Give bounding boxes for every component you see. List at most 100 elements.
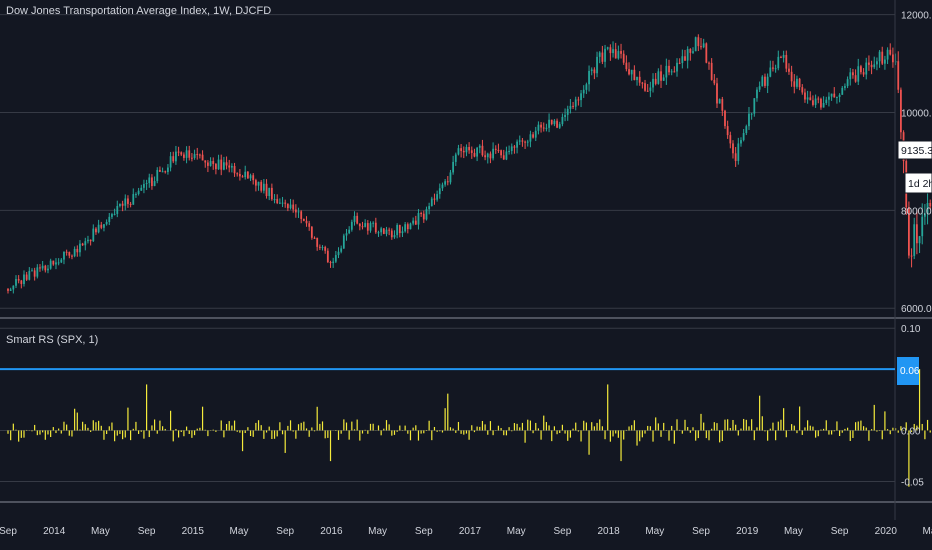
time-tick-label: 2014 — [43, 526, 66, 537]
candle-body — [73, 248, 76, 257]
candle-body — [207, 162, 209, 166]
candle-body — [665, 65, 668, 78]
candle-body — [638, 76, 641, 83]
candle-body — [886, 49, 889, 60]
candle-body — [532, 134, 534, 138]
candle-body — [377, 232, 380, 234]
candle-body — [542, 127, 545, 129]
candle-body — [572, 105, 574, 107]
countdown-box — [904, 172, 932, 194]
price-axis[interactable]: 12000.00 10000.00 8000.00 6000.00 — [901, 11, 932, 316]
candle-body — [268, 187, 271, 197]
candle-body — [201, 154, 204, 161]
candle-body — [878, 51, 881, 62]
candle-body — [401, 231, 404, 234]
time-tick-label: Sep — [0, 526, 17, 537]
candle-body — [513, 146, 516, 148]
candle-body — [564, 114, 566, 117]
candle-body — [577, 99, 580, 101]
candle-body — [649, 87, 652, 91]
candle-body — [574, 99, 577, 107]
candle-body — [143, 184, 145, 188]
time-tick-label: 2017 — [459, 526, 482, 537]
candle-body — [702, 43, 705, 48]
candle-body — [769, 67, 772, 77]
candle-body — [105, 221, 108, 225]
candle-body — [444, 181, 447, 185]
time-tick-label: 2015 — [182, 526, 205, 537]
price-pane-title: Dow Jones Transportation Average Index, … — [6, 5, 271, 17]
candle-body — [412, 220, 415, 224]
candle-body — [601, 52, 604, 62]
candle-body — [409, 223, 412, 230]
candle-body — [750, 113, 753, 115]
candle-body — [478, 145, 481, 148]
candle-body — [516, 141, 518, 148]
candle-body — [433, 198, 436, 200]
time-tick-label: 2020 — [875, 526, 898, 537]
candle-body — [185, 150, 188, 158]
candle-body — [804, 92, 806, 100]
candle-body — [441, 184, 444, 189]
time-tick-label: Sep — [276, 526, 294, 537]
candle-body — [233, 166, 236, 174]
candle-body — [777, 56, 780, 69]
candle-body — [705, 43, 708, 63]
candle-body — [561, 116, 564, 125]
candle-body — [385, 229, 388, 234]
candle-body — [833, 93, 836, 98]
rs-tick-label: 0.10 — [901, 324, 921, 335]
candle-body — [124, 198, 127, 206]
price-tick-label: 12000.00 — [901, 11, 932, 22]
candle-body — [836, 96, 838, 98]
candle-body — [212, 161, 215, 164]
candle-body — [870, 64, 873, 68]
candle-body — [129, 203, 132, 205]
candle-body — [12, 285, 15, 290]
candle-body — [68, 252, 71, 256]
candle-body — [249, 175, 252, 179]
candle-body — [265, 183, 268, 197]
candle-body — [668, 65, 670, 73]
candle-body — [44, 265, 47, 271]
candle-body — [153, 181, 156, 187]
candle-body — [332, 261, 335, 264]
candle-body — [135, 194, 137, 196]
candle-body — [63, 251, 65, 260]
candle-body — [681, 56, 684, 64]
candle-body — [732, 143, 734, 154]
candle-body — [193, 154, 196, 159]
candle-body — [241, 176, 244, 178]
candle-body — [236, 173, 239, 175]
candle-body — [382, 228, 385, 234]
candle-body — [838, 94, 841, 97]
candle-body — [28, 270, 31, 280]
candle-body — [630, 69, 633, 75]
candle-body — [908, 207, 910, 256]
candle-body — [780, 56, 782, 58]
candle-body — [660, 71, 662, 81]
time-tick-label: Sep — [554, 526, 572, 537]
candle-body — [497, 149, 500, 151]
candle-body — [670, 71, 673, 73]
candle-body — [537, 124, 540, 131]
candle-body — [380, 228, 383, 233]
candle-body — [372, 222, 375, 224]
candle-body — [364, 223, 367, 227]
candle-body — [926, 202, 929, 214]
candle-body — [313, 237, 316, 239]
candle-body — [262, 183, 265, 191]
candle-body — [798, 78, 801, 88]
rs-axis[interactable]: 0.10 0.00 -0.05 — [901, 324, 924, 488]
candle-body — [614, 49, 617, 59]
candle-body — [132, 194, 135, 205]
candle-body — [81, 243, 84, 246]
candle-body — [860, 66, 862, 73]
candle-body — [217, 159, 220, 170]
candle-body — [15, 279, 17, 286]
time-axis[interactable]: Sep 2014 May Sep 2015 May Sep 2016 May Sep 2017 May… — [0, 526, 932, 537]
time-tick-label: May — [368, 526, 387, 537]
time-tick-label: Sep — [831, 526, 849, 537]
candle-body — [545, 127, 548, 129]
candle-body — [510, 146, 513, 151]
